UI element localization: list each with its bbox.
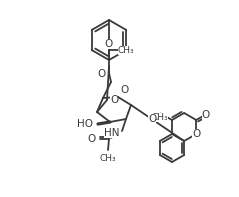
Text: O: O	[120, 85, 128, 95]
Text: CH₃: CH₃	[118, 46, 134, 55]
Text: CH₃: CH₃	[100, 154, 116, 163]
Text: HO: HO	[77, 119, 93, 129]
Text: O: O	[110, 95, 118, 105]
Text: O: O	[88, 134, 96, 144]
Text: CH₃: CH₃	[152, 113, 168, 122]
Text: O: O	[105, 39, 113, 49]
Text: O: O	[202, 110, 210, 120]
Text: O: O	[148, 114, 156, 124]
Text: O: O	[192, 129, 200, 139]
Text: O: O	[98, 69, 106, 79]
Text: HN: HN	[104, 128, 120, 138]
